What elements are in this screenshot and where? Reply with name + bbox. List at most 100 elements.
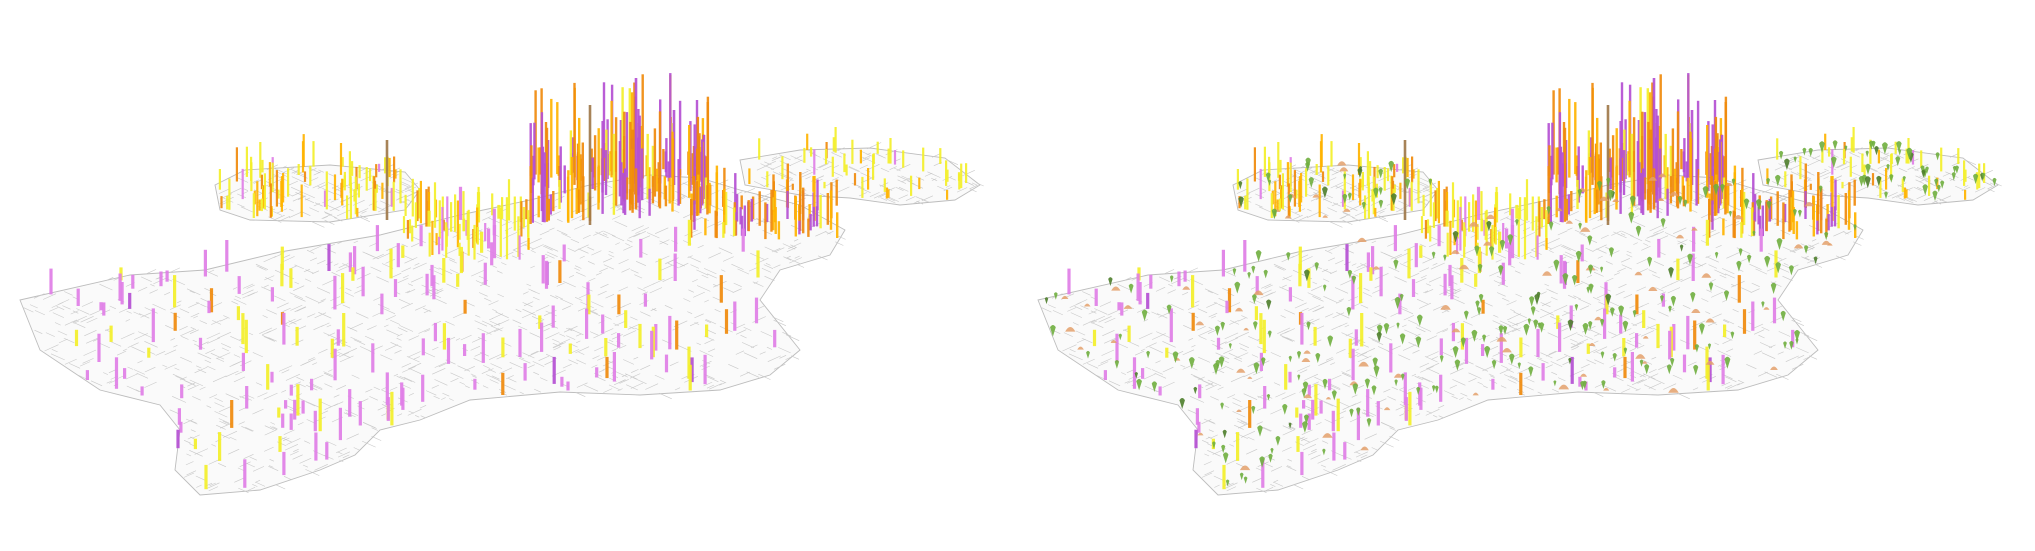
street-segment [291, 191, 303, 197]
street-segment [550, 211, 561, 217]
height-bar [1656, 115, 1659, 219]
height-bar [433, 182, 437, 228]
height-bar [549, 194, 552, 215]
height-bar [333, 348, 337, 381]
street-segment [1896, 193, 1904, 198]
street-segment [1399, 387, 1405, 390]
street-segment [1304, 438, 1319, 445]
street-segment [1420, 275, 1427, 279]
street-segment [1631, 370, 1646, 378]
height-bar [1445, 210, 1449, 227]
street-segment [278, 365, 293, 372]
street-segment [1579, 233, 1589, 238]
street-segment [571, 215, 583, 221]
street-segment [1833, 230, 1845, 237]
street-segment [542, 245, 553, 251]
height-bar [1331, 410, 1335, 432]
street-segment [1215, 352, 1230, 360]
height-bar [263, 173, 266, 210]
tree-icon [1819, 141, 1825, 153]
height-bar [1769, 196, 1773, 220]
street-segment [1624, 341, 1637, 348]
street-segment [1346, 182, 1358, 188]
street-segment [1286, 465, 1292, 468]
height-bar [109, 325, 113, 342]
street-segment [1898, 167, 1908, 173]
height-bar [1490, 229, 1493, 248]
tree-icon [1321, 186, 1328, 199]
height-bar [1369, 161, 1372, 176]
tree-icon [1416, 386, 1421, 395]
street-segment [1778, 198, 1786, 202]
street-segment [819, 163, 829, 169]
height-bar [313, 410, 317, 432]
height-bar [406, 220, 409, 239]
street-segment [305, 269, 314, 274]
tree-icon [1351, 275, 1357, 285]
street-segment [722, 256, 734, 262]
height-bar [1722, 177, 1726, 209]
height-bar [1559, 255, 1563, 284]
height-bar [601, 314, 605, 334]
tree-icon [1677, 195, 1683, 206]
street-segment [1206, 302, 1218, 308]
tree-icon [1586, 286, 1590, 294]
street-segment [1286, 337, 1295, 342]
street-segment [687, 311, 693, 314]
street-segment [761, 268, 772, 273]
height-bar [807, 218, 810, 237]
street-segment [776, 156, 782, 160]
street-segment [1191, 345, 1196, 348]
tree-icon [1639, 359, 1644, 367]
tree-icon [1050, 324, 1056, 337]
street-segment [1076, 299, 1088, 305]
height-bar [1393, 164, 1396, 178]
street-segment [832, 177, 839, 181]
height-bar [1246, 178, 1249, 210]
street-segment [602, 258, 613, 263]
height-bar [399, 169, 402, 204]
street-segment [339, 355, 354, 363]
mound-icon [1733, 215, 1744, 220]
street-segment [587, 277, 596, 282]
street-segment [785, 334, 800, 341]
height-bar [348, 252, 352, 272]
street-segment [347, 326, 358, 332]
street-segment [1770, 316, 1784, 323]
height-bar [695, 181, 699, 216]
street-segment [170, 338, 176, 341]
street-segment [1492, 320, 1506, 327]
street-segment [398, 298, 410, 305]
height-bar [1696, 100, 1700, 176]
height-bar [605, 356, 609, 379]
height-bar [1559, 146, 1563, 222]
height-bar [887, 189, 890, 198]
height-bar [1706, 125, 1709, 198]
street-segment [149, 289, 158, 294]
street-segment [1482, 385, 1488, 389]
height-bar [543, 152, 546, 223]
height-bar [1816, 193, 1820, 231]
height-bar [1396, 163, 1399, 172]
height-bar [675, 320, 679, 350]
street-segment [1664, 232, 1678, 239]
tree-icon [1388, 160, 1395, 173]
street-segment [1207, 290, 1213, 294]
height-bar [287, 168, 290, 197]
height-bar [1708, 357, 1712, 383]
street-segment [265, 277, 273, 282]
height-bar [1978, 163, 1981, 189]
street-segment [635, 227, 650, 234]
mound-icon [1793, 244, 1804, 249]
height-bar [396, 243, 400, 268]
height-bar [1751, 301, 1755, 331]
street-segment [1595, 307, 1604, 312]
street-segment [1377, 215, 1386, 220]
height-bar [525, 199, 528, 220]
height-bar [1611, 135, 1615, 191]
street-segment [1325, 401, 1339, 408]
height-bar [798, 220, 801, 235]
street-segment [1672, 227, 1687, 234]
height-bar [853, 173, 857, 186]
